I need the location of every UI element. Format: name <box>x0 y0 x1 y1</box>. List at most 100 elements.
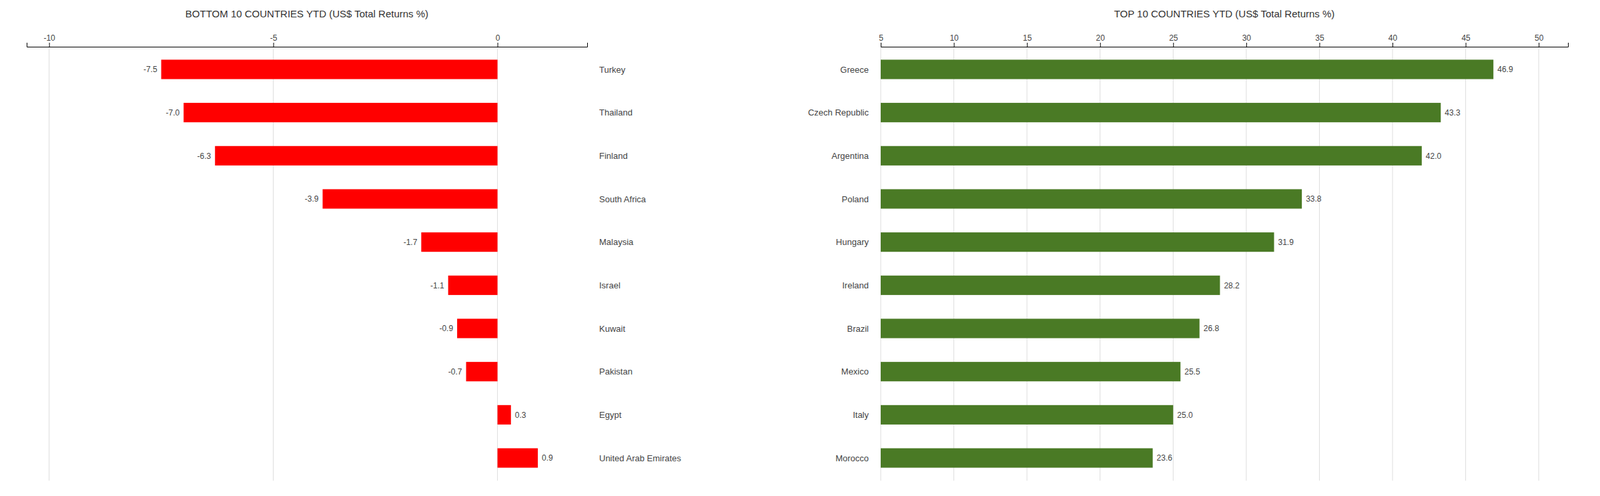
data-labels: -7.5 -7.0 -6.3 -3.9 -1.7 -1.1 -0.9 -0.7 0.3 0.9 <box>143 64 554 463</box>
tick-mark <box>49 42 51 47</box>
bar <box>466 361 498 381</box>
category-label: Malaysia <box>599 236 634 247</box>
category-label: Argentina <box>831 150 869 161</box>
tick-mark <box>1319 42 1320 47</box>
bar <box>880 59 1494 79</box>
category-label: Italy <box>852 409 869 420</box>
tick-label: 50 <box>1534 33 1544 43</box>
tick-label: -5 <box>270 33 278 43</box>
bar <box>161 59 498 79</box>
bar <box>880 405 1173 425</box>
data-label: -7.0 <box>166 108 181 118</box>
tick-mark <box>1172 42 1174 47</box>
bar <box>880 318 1200 338</box>
tick-label: 40 <box>1388 33 1398 43</box>
grid-line <box>1538 46 1540 481</box>
tick-mark <box>497 42 499 47</box>
data-label: -1.1 <box>430 280 445 291</box>
data-label: 23.6 <box>1156 453 1173 463</box>
tick: 5 <box>878 33 884 47</box>
category-label: Greece <box>840 64 869 75</box>
bar <box>880 275 1220 295</box>
tick: 10 <box>949 33 959 47</box>
category-labels: TurkeyThailandFinlandSouth AfricaMalaysi… <box>599 64 682 464</box>
data-label: 0.3 <box>515 410 527 420</box>
bar <box>497 447 538 468</box>
bar <box>322 188 498 209</box>
tick-label: 30 <box>1242 33 1252 43</box>
tick: -10 <box>43 33 56 47</box>
data-label: 25.0 <box>1176 410 1193 420</box>
grid-line <box>1465 46 1466 481</box>
tick-label: 45 <box>1461 33 1471 43</box>
tick: 15 <box>1022 33 1033 47</box>
data-label: 43.3 <box>1444 108 1461 118</box>
axis-line <box>881 42 1569 48</box>
tick-label: 5 <box>878 33 884 43</box>
bar <box>214 146 498 166</box>
category-label: United Arab Emirates <box>599 453 682 464</box>
category-label: Egypt <box>599 409 622 420</box>
data-label: -1.7 <box>403 237 418 247</box>
bars <box>161 59 538 468</box>
category-label: Kuwait <box>599 323 626 334</box>
bar <box>448 275 498 295</box>
chart-panel: BOTTOM 10 COUNTRIES YTD (US$ Total Retur… <box>27 8 682 481</box>
tick-label: 15 <box>1022 33 1033 43</box>
tick: 40 <box>1388 33 1398 47</box>
axis-line <box>27 42 588 48</box>
data-label: -0.7 <box>448 366 463 377</box>
data-label: 28.2 <box>1223 280 1240 291</box>
bar <box>880 361 1181 381</box>
chart-panel: TOP 10 COUNTRIES YTD (US$ Total Returns … <box>807 8 1568 481</box>
data-label: 46.9 <box>1497 64 1514 75</box>
tick: 20 <box>1096 33 1106 47</box>
tick-label: 25 <box>1168 33 1179 43</box>
tick: 35 <box>1315 33 1325 47</box>
tick-mark <box>1392 42 1394 47</box>
bar <box>880 232 1275 252</box>
tick-mark <box>1246 42 1248 47</box>
tick: -5 <box>270 33 278 47</box>
chart-title: TOP 10 COUNTRIES YTD (US$ Total Returns … <box>1114 8 1336 20</box>
tick-label: 0 <box>495 33 501 43</box>
category-label: Turkey <box>599 64 626 75</box>
bars <box>880 59 1494 468</box>
tick-mark <box>1465 42 1467 47</box>
category-label: Thailand <box>599 107 633 118</box>
category-label: Czech Republic <box>808 107 870 118</box>
tick: 0 <box>495 33 501 47</box>
x-axis: -10 -5 0 <box>27 33 588 48</box>
tick-label: 10 <box>949 33 959 43</box>
tick-mark <box>1100 42 1101 47</box>
tick-label: 35 <box>1315 33 1325 43</box>
tick-mark <box>1538 42 1540 47</box>
bar <box>497 405 512 425</box>
data-label: 33.8 <box>1305 194 1322 204</box>
data-label: -6.3 <box>197 151 212 161</box>
data-label: -0.9 <box>439 323 454 333</box>
category-label: Ireland <box>842 280 869 291</box>
data-label: 31.9 <box>1278 237 1295 247</box>
category-label: Hungary <box>836 236 870 247</box>
bar <box>457 318 498 338</box>
data-label: -3.9 <box>304 194 319 204</box>
category-labels: Greece Czech Republic Argentina Poland Hunga… <box>808 64 870 464</box>
category-label: Pakistan <box>599 366 633 377</box>
tick: 30 <box>1242 33 1252 47</box>
category-label: Brazil <box>846 323 869 334</box>
category-label: Mexico <box>841 366 869 377</box>
bar <box>421 232 498 252</box>
grid <box>49 46 498 481</box>
chart-svg: BOTTOM 10 COUNTRIES YTD (US$ Total Retur… <box>0 0 1600 496</box>
category-label: Poland <box>842 194 869 205</box>
x-axis: 5 10 15 20 25 30 35 40 45 50 <box>878 33 1568 48</box>
category-label: Finland <box>599 150 628 161</box>
bar <box>880 447 1153 468</box>
data-label: 25.5 <box>1184 366 1201 377</box>
bar <box>880 188 1302 209</box>
data-label: -7.5 <box>143 64 158 75</box>
tick-label: -10 <box>43 33 56 43</box>
data-label: 0.9 <box>541 453 554 463</box>
tick: 25 <box>1168 33 1179 47</box>
